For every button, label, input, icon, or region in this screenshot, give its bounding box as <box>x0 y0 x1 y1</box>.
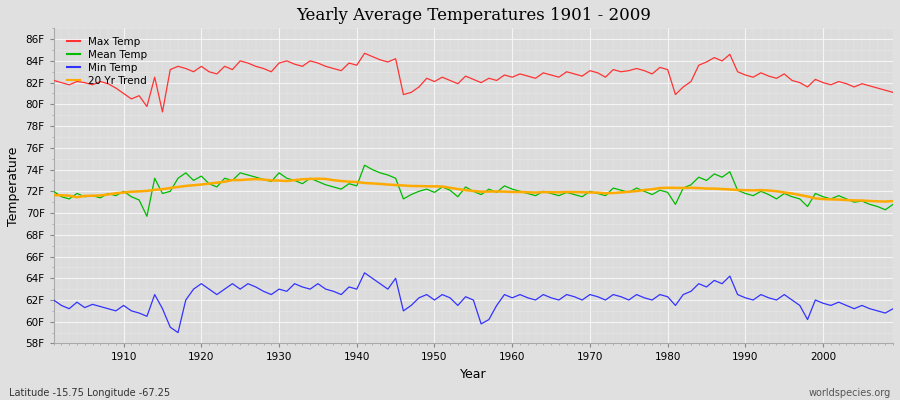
Title: Yearly Average Temperatures 1901 - 2009: Yearly Average Temperatures 1901 - 2009 <box>296 7 651 24</box>
X-axis label: Year: Year <box>460 368 487 381</box>
Text: worldspecies.org: worldspecies.org <box>809 388 891 398</box>
Legend: Max Temp, Mean Temp, Min Temp, 20 Yr Trend: Max Temp, Mean Temp, Min Temp, 20 Yr Tre… <box>68 37 148 86</box>
Text: Latitude -15.75 Longitude -67.25: Latitude -15.75 Longitude -67.25 <box>9 388 170 398</box>
Y-axis label: Temperature: Temperature <box>7 146 20 226</box>
